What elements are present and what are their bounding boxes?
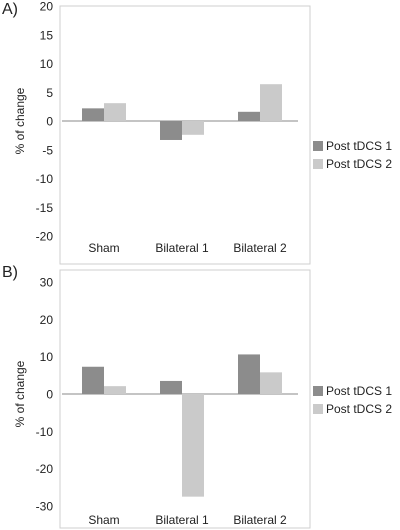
legend-swatch-post-tdcs-2 xyxy=(313,159,323,169)
bar-layer xyxy=(82,84,282,140)
x-axis-categories: Sham Bilateral 1 Bilateral 2 xyxy=(88,513,287,527)
y-tick-label: -30 xyxy=(36,500,54,514)
bar-post-tdcs-1-bilateral-1 xyxy=(160,121,182,140)
y-axis-label: % of change xyxy=(13,360,27,427)
category-label: Bilateral 1 xyxy=(155,513,209,527)
legend: Post tDCS 1 Post tDCS 2 xyxy=(313,139,392,171)
category-label: Sham xyxy=(88,241,119,255)
legend-label: Post tDCS 1 xyxy=(326,139,392,153)
y-tick-label: -10 xyxy=(36,172,54,186)
x-axis-categories: Sham Bilateral 1 Bilateral 2 xyxy=(88,241,287,255)
bar-post-tdcs-1-bilateral-2 xyxy=(238,111,260,121)
bar-post-tdcs-1-bilateral-2 xyxy=(238,354,260,394)
y-tick-label: 10 xyxy=(40,57,54,71)
bar-post-tdcs-1-bilateral-1 xyxy=(160,380,182,394)
y-tick-label: 0 xyxy=(46,388,53,402)
panel-b: B) % of change 30 20 10 0 -10 -20 -30 Sham Bil… xyxy=(2,264,392,529)
bar-post-tdcs-1-sham xyxy=(82,108,104,121)
y-tick-label: 10 xyxy=(40,350,54,364)
category-label: Sham xyxy=(88,513,119,527)
y-tick-label: 20 xyxy=(40,313,54,327)
legend-swatch-post-tdcs-2 xyxy=(313,404,323,414)
plot-frame xyxy=(59,5,311,265)
y-tick-label: 5 xyxy=(46,86,53,100)
y-axis-label: % of change xyxy=(13,87,27,154)
panel-a: A) % of change 20 15 10 5 0 -5 -10 -15 -20 Sham … xyxy=(2,0,392,265)
category-label: Bilateral 2 xyxy=(233,241,287,255)
y-tick-label: -15 xyxy=(36,201,54,215)
bar-post-tdcs-1-sham xyxy=(82,366,104,394)
legend-label: Post tDCS 1 xyxy=(326,384,392,398)
y-axis-ticks: 30 20 10 0 -10 -20 -30 xyxy=(36,276,54,514)
y-axis-ticks: 20 15 10 5 0 -5 -10 -15 -20 xyxy=(36,0,54,244)
bar-post-tdcs-2-bilateral-1 xyxy=(182,121,204,135)
legend-label: Post tDCS 2 xyxy=(326,157,392,171)
plot-frame xyxy=(59,269,311,529)
category-label: Bilateral 2 xyxy=(233,513,287,527)
bar-post-tdcs-2-sham xyxy=(104,103,126,121)
legend-swatch-post-tdcs-1 xyxy=(313,141,323,151)
legend-swatch-post-tdcs-1 xyxy=(313,386,323,396)
y-tick-label: -20 xyxy=(36,462,54,476)
y-tick-label: 20 xyxy=(40,0,54,14)
bar-post-tdcs-2-bilateral-2 xyxy=(260,84,282,121)
bar-post-tdcs-2-bilateral-2 xyxy=(260,372,282,394)
panel-label: A) xyxy=(2,1,18,18)
y-tick-label: 0 xyxy=(46,115,53,129)
bar-post-tdcs-2-sham xyxy=(104,386,126,394)
y-tick-label: -5 xyxy=(42,143,53,157)
y-tick-label: -20 xyxy=(36,230,54,244)
legend: Post tDCS 1 Post tDCS 2 xyxy=(313,384,392,416)
panel-label: B) xyxy=(2,264,18,281)
y-tick-label: 15 xyxy=(40,28,54,42)
y-tick-label: 30 xyxy=(40,276,54,290)
legend-label: Post tDCS 2 xyxy=(326,402,392,416)
category-label: Bilateral 1 xyxy=(155,241,209,255)
bar-post-tdcs-2-bilateral-1 xyxy=(182,394,204,497)
y-tick-label: -10 xyxy=(36,425,54,439)
bar-layer xyxy=(82,354,282,497)
